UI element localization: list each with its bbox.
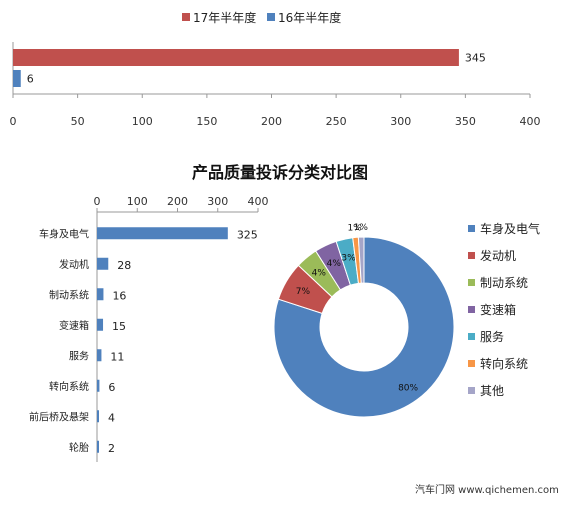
watermark: 汽车门网 www.qichemen.com (415, 483, 559, 496)
bar-17 (13, 49, 459, 66)
percent-label: 1% (354, 223, 369, 233)
bar (97, 318, 104, 331)
percent-label: 1% (347, 223, 362, 233)
donut-slice (357, 236, 365, 284)
legend-label: 其他 (480, 384, 504, 398)
bar (97, 410, 99, 423)
donut-slice (273, 236, 455, 418)
legend-swatch (468, 387, 475, 394)
legend-swatch (468, 333, 475, 340)
percent-label: 4% (312, 268, 327, 278)
percent-label: 80% (398, 384, 418, 394)
legend-label: 车身及电气 (480, 221, 540, 236)
percent-label: 7% (296, 287, 311, 297)
legend-label: 转向系统 (480, 356, 528, 371)
category-label: 发动机 (59, 258, 89, 271)
bar (97, 257, 109, 270)
legend-swatch-16 (267, 13, 275, 21)
x-tick-label: 100 (132, 115, 153, 128)
percent-label: 4% (327, 259, 342, 269)
x-tick-label: 400 (520, 115, 541, 128)
category-label: 前后桥及悬架 (29, 410, 89, 423)
x-tick-label: 400 (248, 195, 269, 208)
data-label: 6 (27, 73, 34, 86)
bar (97, 349, 102, 362)
x-tick-label: 300 (207, 195, 228, 208)
x-tick-label: 200 (167, 195, 188, 208)
category-label: 轮胎 (69, 441, 89, 454)
category-label: 制动系统 (49, 288, 89, 301)
legend-swatch (468, 360, 475, 367)
percent-label: 3% (341, 254, 356, 264)
category-label: 变速箱 (59, 319, 89, 332)
category-label: 服务 (69, 349, 89, 362)
data-label: 325 (237, 228, 258, 241)
x-tick-label: 350 (455, 115, 476, 128)
bar (97, 227, 228, 240)
legend-label-16: 16年半年度 (278, 10, 341, 25)
donut-chart: 80%7%4%4%3%1%1% (273, 223, 455, 418)
legend-label-17: 17年半年度 (193, 10, 256, 25)
x-tick-label: 200 (261, 115, 282, 128)
legend-swatch (468, 306, 475, 313)
category-bar-chart: 0 100 200 300 400 车身及电气 325 发动机 28 制动系统 16 变速箱 15 服务 1… (29, 195, 269, 462)
category-label: 车身及电气 (39, 227, 89, 240)
legend-label: 制动系统 (480, 276, 528, 290)
x-tick-label: 0 (94, 195, 101, 208)
top-legend: 17年半年度 16年半年度 (182, 10, 341, 25)
data-label: 15 (112, 320, 126, 333)
legend-label: 变速箱 (480, 302, 516, 317)
legend-swatch-17 (182, 13, 190, 21)
data-label: 28 (117, 259, 131, 272)
data-label: 4 (108, 411, 115, 424)
bar (97, 440, 99, 453)
data-label: 11 (110, 350, 124, 363)
x-tick-label: 300 (390, 115, 411, 128)
bar (97, 288, 104, 301)
data-label: 16 (112, 289, 126, 302)
legend-swatch (468, 279, 475, 286)
bar-16 (13, 70, 21, 87)
x-tick-label: 0 (10, 115, 17, 128)
x-tick-label: 150 (196, 115, 217, 128)
legend-label: 发动机 (480, 248, 516, 263)
data-label: 2 (108, 442, 115, 455)
data-label: 6 (108, 381, 115, 394)
legend-swatch (468, 225, 475, 232)
category-label: 转向系统 (49, 380, 89, 393)
panel-title: 产品质量投诉分类对比图 (192, 163, 368, 182)
data-label: 345 (465, 52, 486, 65)
bar (97, 379, 100, 392)
legend-swatch (468, 252, 475, 259)
legend-label: 服务 (480, 329, 504, 344)
x-tick-label: 100 (127, 195, 148, 208)
x-tick-label: 50 (71, 115, 85, 128)
top-bar-chart: 345 6 0 50 100 150 200 250 300 350 400 (10, 42, 541, 128)
x-tick-label: 250 (326, 115, 347, 128)
